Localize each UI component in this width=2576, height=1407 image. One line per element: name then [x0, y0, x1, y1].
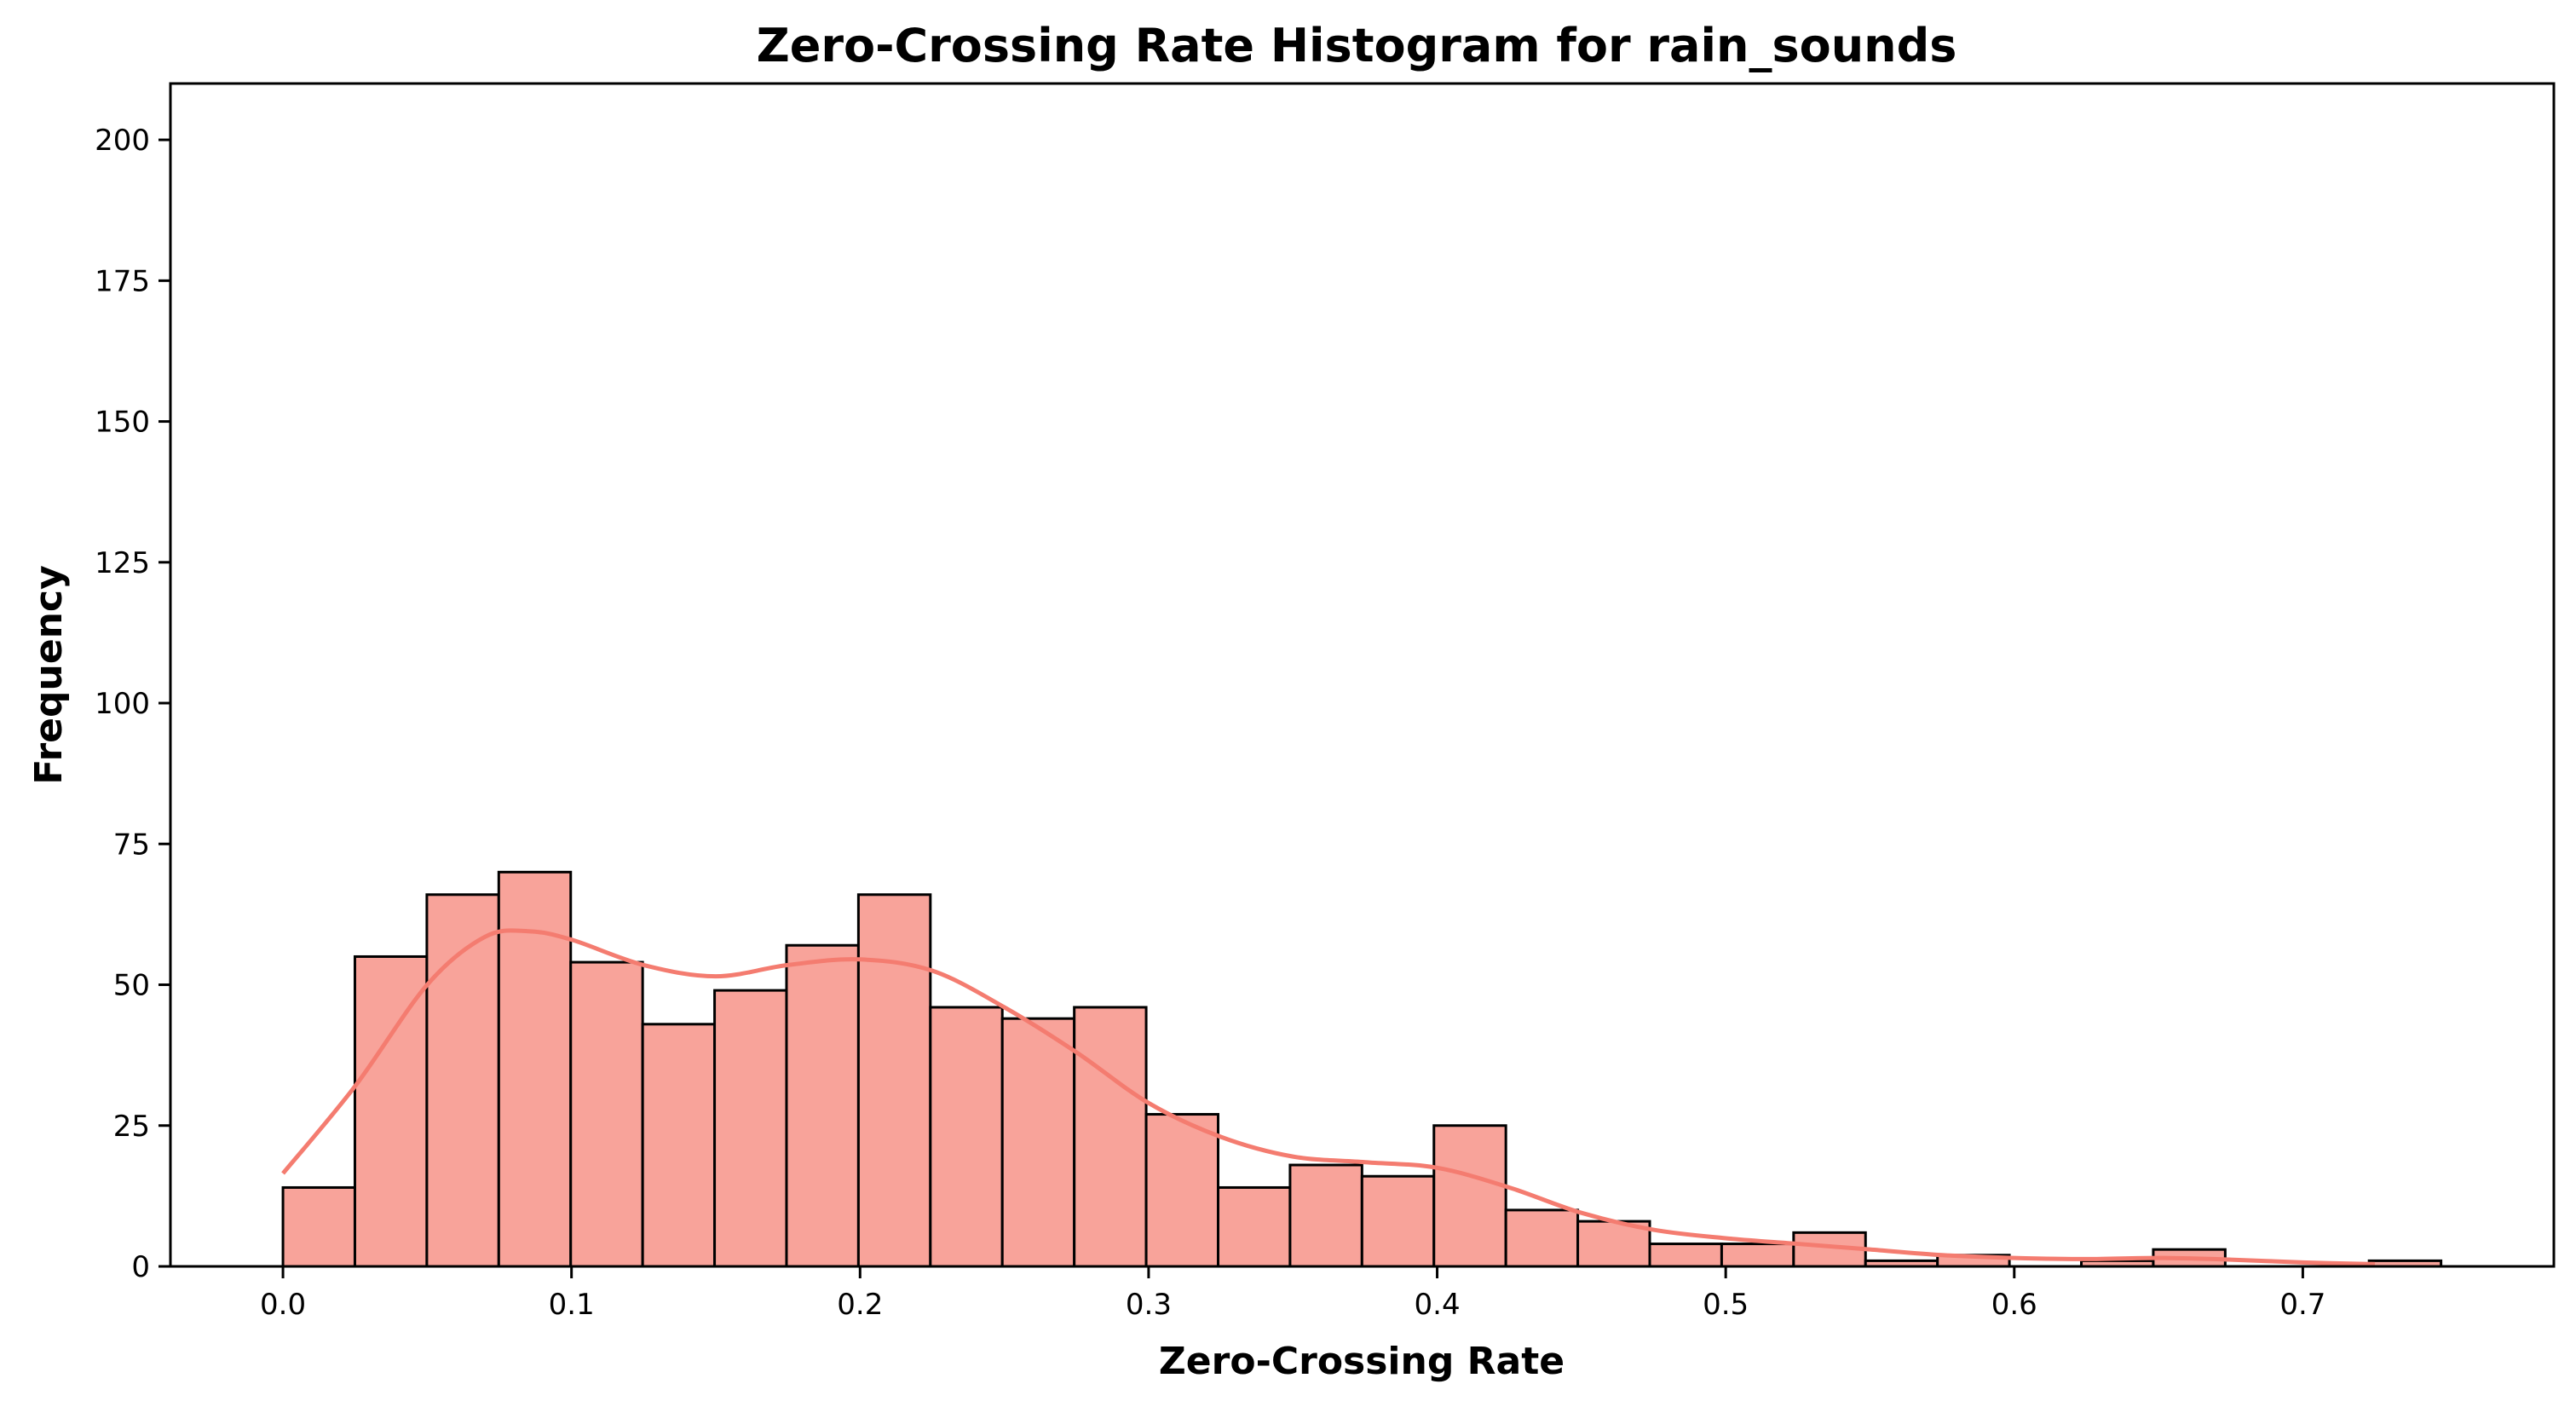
y-tick-label: 50 — [113, 969, 150, 1003]
histogram-bar — [1504, 1208, 1580, 1268]
x-tick-label: 0.2 — [837, 1288, 883, 1322]
x-tick-label: 0.3 — [1126, 1288, 1172, 1322]
x-tick-label: 0.1 — [549, 1288, 595, 1322]
x-tick-label: 0.0 — [260, 1288, 306, 1322]
x-tick-label: 0.6 — [1991, 1288, 2037, 1322]
chart-title: Zero-Crossing Rate Histogram for rain_so… — [757, 19, 1957, 72]
histogram-bar — [1288, 1163, 1363, 1268]
histogram-bar — [353, 954, 429, 1268]
histogram-bar — [1720, 1243, 1795, 1268]
histogram-bar — [1073, 1006, 1148, 1268]
x-tick-label: 0.7 — [2279, 1288, 2325, 1322]
histogram-bar — [281, 1185, 356, 1268]
y-tick-label: 200 — [95, 124, 150, 158]
histogram-bar — [856, 893, 932, 1268]
x-axis-ticks: 0.0 0.1 0.2 0.3 0.4 0.5 0.6 0.7 — [260, 1266, 2325, 1322]
histogram-bar — [569, 960, 644, 1268]
histogram-bar — [425, 893, 500, 1268]
histogram-bar — [1360, 1174, 1436, 1268]
histogram-bar — [1648, 1243, 1723, 1268]
axes-frame — [169, 82, 2556, 1268]
histogram-bar — [1216, 1185, 1292, 1268]
histogram-bars — [281, 870, 2443, 1268]
histogram-bar — [1144, 1113, 1219, 1268]
y-tick-label: 175 — [95, 264, 150, 298]
y-axis-ticks: 0 25 50 75 100 125 150 175 200 — [95, 124, 170, 1284]
kde-curve — [281, 928, 2376, 1266]
y-axis-label: Frequency — [27, 565, 71, 785]
x-tick-label: 0.4 — [1415, 1288, 1461, 1322]
y-tick-label: 0 — [131, 1250, 150, 1284]
histogram-bar — [785, 943, 860, 1268]
y-tick-label: 125 — [95, 546, 150, 580]
y-tick-label: 25 — [113, 1110, 150, 1144]
histogram-bar — [929, 1006, 1004, 1268]
histogram-bar — [1432, 1124, 1507, 1268]
y-tick-label: 75 — [113, 827, 150, 862]
x-tick-label: 0.5 — [1703, 1288, 1749, 1322]
histogram-bar — [713, 989, 788, 1268]
histogram-bar — [641, 1023, 717, 1268]
y-tick-label: 150 — [95, 406, 150, 440]
histogram-bar — [1000, 1017, 1076, 1268]
x-axis-label: Zero-Crossing Rate — [1159, 1340, 1565, 1383]
y-tick-label: 100 — [95, 687, 150, 721]
